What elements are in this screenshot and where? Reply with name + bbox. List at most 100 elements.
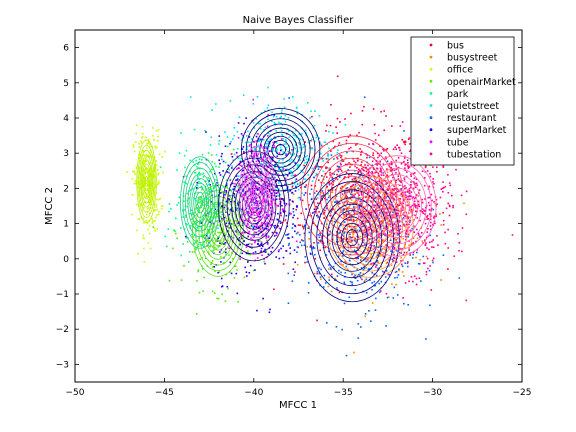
- data-point: [220, 277, 223, 280]
- data-point: [340, 156, 342, 159]
- data-point: [184, 166, 186, 169]
- data-point: [201, 158, 203, 161]
- data-point: [148, 212, 151, 215]
- data-point: [339, 229, 342, 232]
- data-point: [135, 167, 138, 169]
- data-point: [393, 189, 395, 192]
- data-point: [246, 145, 249, 148]
- data-point: [142, 159, 145, 162]
- data-point: [285, 139, 287, 141]
- data-point: [366, 259, 369, 262]
- data-point: [315, 205, 317, 208]
- data-point: [374, 132, 376, 135]
- data-point: [252, 227, 255, 229]
- data-point: [196, 227, 198, 229]
- data-point: [345, 187, 347, 190]
- data-point: [430, 221, 432, 224]
- data-point: [148, 232, 151, 235]
- data-point: [442, 254, 445, 256]
- data-point: [238, 167, 240, 170]
- data-point: [330, 150, 332, 152]
- data-point: [350, 191, 353, 193]
- data-point: [394, 187, 396, 190]
- data-point: [394, 277, 396, 279]
- data-point: [442, 219, 445, 222]
- data-point: [427, 267, 429, 270]
- data-point: [273, 146, 276, 149]
- data-point: [318, 137, 321, 140]
- data-point: [336, 236, 339, 239]
- data-point: [368, 181, 370, 184]
- data-point: [257, 122, 260, 125]
- data-point: [367, 249, 369, 252]
- data-point: [425, 271, 428, 273]
- data-point: [404, 187, 406, 190]
- data-point: [228, 254, 230, 256]
- data-point: [407, 166, 410, 168]
- data-point: [243, 210, 245, 212]
- data-point: [265, 163, 268, 165]
- data-point: [402, 202, 405, 205]
- data-point: [400, 235, 402, 238]
- contour-ellipse: [231, 171, 277, 241]
- data-point: [397, 232, 399, 235]
- data-point: [371, 288, 373, 291]
- data-point: [267, 225, 269, 228]
- data-point: [193, 128, 196, 131]
- data-point: [148, 194, 151, 197]
- data-point: [344, 228, 347, 230]
- data-point: [205, 158, 208, 161]
- data-point: [274, 137, 277, 140]
- data-point: [256, 145, 259, 148]
- data-point: [335, 126, 337, 128]
- data-point: [320, 278, 322, 280]
- data-point: [295, 136, 298, 139]
- data-point: [235, 229, 238, 231]
- data-point: [306, 261, 308, 263]
- data-point: [369, 211, 371, 214]
- data-point: [406, 262, 409, 265]
- data-point: [381, 189, 384, 191]
- data-point: [384, 234, 386, 237]
- data-point: [185, 223, 187, 225]
- data-point: [199, 206, 202, 209]
- data-point: [240, 133, 243, 135]
- data-point: [312, 247, 314, 250]
- data-point: [367, 248, 369, 250]
- data-point: [361, 194, 363, 196]
- data-point: [448, 214, 451, 217]
- data-point: [239, 258, 241, 260]
- data-point: [393, 216, 395, 219]
- data-point: [394, 271, 397, 274]
- data-point: [379, 196, 382, 199]
- data-point: [313, 124, 316, 127]
- data-point: [204, 129, 206, 132]
- data-point: [276, 179, 278, 181]
- data-point: [362, 220, 364, 222]
- data-point: [316, 197, 319, 199]
- data-point: [151, 220, 154, 222]
- data-point: [314, 166, 317, 168]
- data-point: [334, 145, 336, 148]
- data-point: [197, 163, 199, 165]
- data-point: [363, 264, 365, 267]
- data-point: [207, 177, 210, 179]
- data-point: [269, 134, 271, 136]
- data-point: [235, 179, 237, 182]
- data-point: [168, 203, 171, 205]
- data-point: [310, 198, 313, 201]
- data-point: [461, 250, 463, 253]
- data-point: [391, 192, 393, 195]
- data-point: [353, 212, 356, 215]
- data-point: [404, 191, 407, 193]
- data-point: [338, 168, 340, 171]
- data-point: [399, 180, 401, 182]
- data-point: [227, 145, 229, 148]
- data-point: [240, 235, 242, 238]
- contour-ellipse: [141, 163, 152, 200]
- data-point: [324, 246, 327, 249]
- data-point: [274, 226, 276, 229]
- data-point: [237, 122, 240, 124]
- data-point: [395, 239, 397, 241]
- data-point: [331, 220, 333, 222]
